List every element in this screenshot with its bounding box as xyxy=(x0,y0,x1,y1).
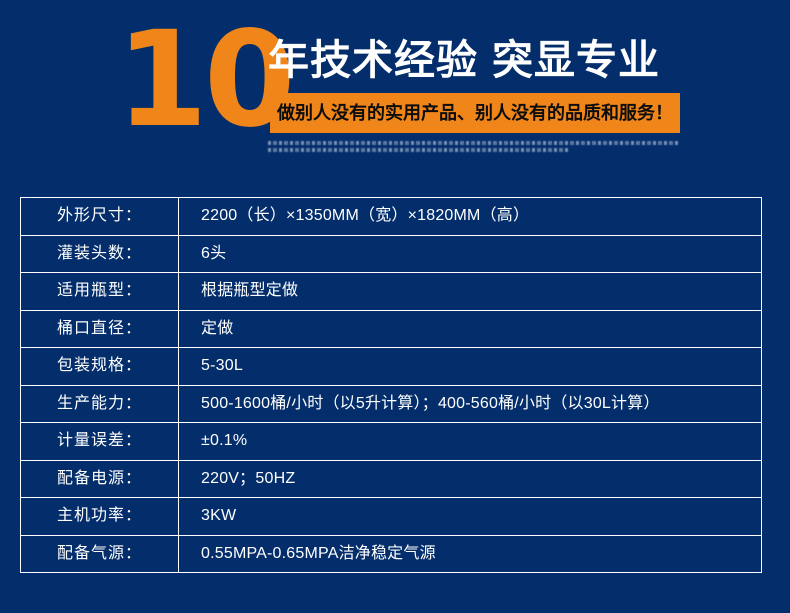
spec-label-cell: 外形尺寸： xyxy=(20,197,179,236)
table-row: 主机功率： 3KW xyxy=(20,497,762,536)
spec-value-cell: 定做 xyxy=(178,309,762,348)
table-row: 包装规格： 5-30L xyxy=(20,347,762,386)
spec-value-cell: 3KW xyxy=(178,497,762,536)
spec-label-cell: 配备电源： xyxy=(20,459,179,498)
table-row: 生产能力： 500-1600桶/小时（以5升计算）；400-560桶/小时（以30… xyxy=(20,384,762,423)
table-row: 适用瓶型： 根据瓶型定做 xyxy=(20,272,762,311)
spec-label-cell: 配备气源： xyxy=(20,534,179,573)
slogan-banner: 做别人没有的实用产品、别人没有的品质和服务！ xyxy=(270,93,680,133)
microtext-line-2 xyxy=(268,148,568,152)
slogan-text: 做别人没有的实用产品、别人没有的品质和服务！ xyxy=(277,103,673,123)
years-number: 10 xyxy=(116,3,296,157)
specification-table-body: 外形尺寸： 2200（长）×1350MM（宽）×1820MM（高） 灌装头数： 6头适… xyxy=(20,197,762,573)
spec-label-cell: 生产能力： xyxy=(20,384,179,423)
spec-value-cell: 6头 xyxy=(178,234,762,273)
spec-value-cell: 根据瓶型定做 xyxy=(178,272,762,311)
headline-part-2: 突显专业 xyxy=(492,37,660,83)
spec-value-cell: 2200（长）×1350MM（宽）×1820MM（高） xyxy=(178,197,762,236)
table-row: 配备气源： 0.55MPA-0.65MPA洁净稳定气源 xyxy=(20,534,762,573)
promo-header: 10 年技术经验 突显专业 做别人没有的实用产品、别人没有的品质和服务！ xyxy=(0,0,790,185)
spec-label-cell: 主机功率： xyxy=(20,497,179,536)
table-row: 灌装头数： 6头 xyxy=(20,234,762,273)
spec-label-cell: 灌装头数： xyxy=(20,234,179,273)
spec-label-cell: 计量误差： xyxy=(20,422,179,461)
microtext-line-1 xyxy=(268,141,680,145)
table-row: 外形尺寸： 2200（长）×1350MM（宽）×1820MM（高） xyxy=(20,197,762,236)
headline: 年技术经验 突显专业 xyxy=(268,34,660,86)
spec-label-cell: 适用瓶型： xyxy=(20,272,179,311)
spec-label-cell: 桶口直径： xyxy=(20,309,179,348)
table-row: 桶口直径： 定做 xyxy=(20,309,762,348)
decorative-microtext xyxy=(268,141,680,155)
specification-table: 外形尺寸： 2200（长）×1350MM（宽）×1820MM（高） 灌装头数： 6头适… xyxy=(20,197,762,573)
spec-value-cell: 500-1600桶/小时（以5升计算）；400-560桶/小时（以30L计算） xyxy=(178,384,762,423)
table-row: 计量误差： ±0.1% xyxy=(20,422,762,461)
spec-value-cell: 220V；50HZ xyxy=(178,459,762,498)
spec-value-cell: 5-30L xyxy=(178,347,762,386)
headline-part-1: 年技术经验 xyxy=(268,37,478,83)
table-row: 配备电源： 220V；50HZ xyxy=(20,459,762,498)
spec-value-cell: ±0.1% xyxy=(178,422,762,461)
spec-value-cell: 0.55MPA-0.65MPA洁净稳定气源 xyxy=(178,534,762,573)
spec-label-cell: 包装规格： xyxy=(20,347,179,386)
